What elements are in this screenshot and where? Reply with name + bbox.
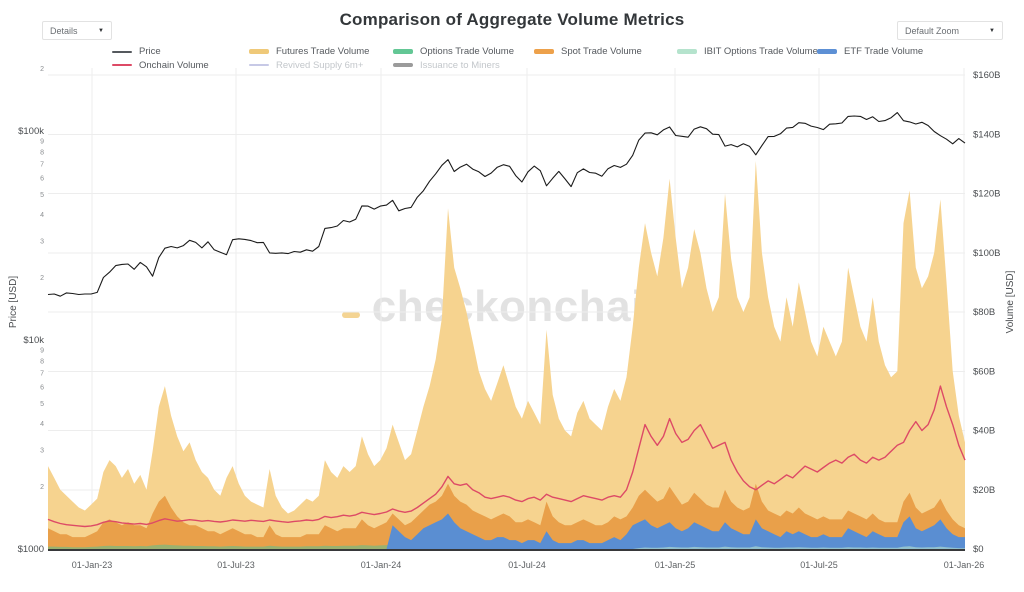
svg-text:6: 6 [40,175,44,182]
svg-text:8: 8 [40,358,44,365]
watermark: checkonchain [48,282,965,332]
svg-text:$160B: $160B [973,70,1000,81]
legend-swatch-icon [393,62,413,68]
svg-text:01-Jul-25: 01-Jul-25 [800,560,838,570]
svg-text:$10k: $10k [23,335,44,346]
chevron-down-icon: ▼ [989,27,995,34]
svg-text:$80B: $80B [973,307,995,318]
svg-text:4: 4 [40,421,44,428]
legend-item-onchain-volume[interactable]: Onchain Volume [112,59,209,72]
svg-text:7: 7 [40,161,44,168]
legend-item-options-trade-volume[interactable]: Options Trade Volume [393,45,514,58]
legend-swatch-icon [249,49,269,54]
svg-text:01-Jul-24: 01-Jul-24 [508,560,546,570]
legend-item-price[interactable]: Price [112,45,161,58]
legend-item-label: ETF Trade Volume [844,46,924,57]
price-axis-ticks: 2 $100k 9 8 7 6 5 4 3 2 $10k 9 8 7 6 5 4 3 2 $1000 [18,66,45,555]
price-axis-title: Price [USD] [8,275,19,329]
details-dropdown[interactable]: Details ▼ [42,21,112,40]
svg-text:01-Jan-24: 01-Jan-24 [361,560,402,570]
legend-item-label: Price [139,46,161,57]
legend-item-label: Futures Trade Volume [276,46,370,57]
legend-item-revived-supply-6m-[interactable]: Revived Supply 6m+ [249,59,363,72]
svg-text:$60B: $60B [973,366,995,377]
svg-text:9: 9 [40,139,44,146]
svg-text:$0: $0 [973,544,984,555]
svg-text:01-Jan-26: 01-Jan-26 [944,560,985,570]
watermark-text: checkonchain [371,282,672,331]
svg-text:5: 5 [40,401,44,408]
svg-text:$120B: $120B [973,189,1000,200]
volume-axis-title: Volume [USD] [1005,270,1016,334]
legend-swatch-icon [249,64,269,66]
details-dropdown-label: Details [50,25,78,36]
legend-swatch-icon [817,49,837,54]
legend-item-label: IBIT Options Trade Volume [704,46,818,57]
chevron-down-icon: ▼ [98,27,104,34]
legend-swatch-icon [534,49,554,54]
volume-axis-ticks: $0 $20B $40B $60B $80B $100B $120B $140B $160B [973,70,1000,555]
legend-item-label: Spot Trade Volume [561,46,642,57]
legend-item-label: Onchain Volume [139,59,209,71]
svg-text:2: 2 [40,275,44,282]
svg-text:7: 7 [40,370,44,377]
default-zoom-dropdown[interactable]: Default Zoom ▼ [897,21,1003,40]
svg-text:6: 6 [40,384,44,391]
ibit-options-trade-volume-area [48,546,965,549]
legend-item-futures-trade-volume[interactable]: Futures Trade Volume [249,45,369,58]
svg-text:$100B: $100B [973,248,1000,259]
default-zoom-dropdown-label: Default Zoom [905,25,960,36]
legend-item-spot-trade-volume[interactable]: Spot Trade Volume [534,45,642,58]
svg-text:4: 4 [40,212,44,219]
futures-trade-volume-area [48,160,965,549]
svg-text:01-Jan-25: 01-Jan-25 [655,560,696,570]
legend-swatch-icon [393,49,413,54]
svg-text:$140B: $140B [973,129,1000,140]
etf-trade-volume-area [48,513,965,549]
legend: Price Futures Trade Volume Options Trade V… [0,45,1024,73]
legend-item-label: Issuance to Miners [420,59,500,71]
chart-title: Comparison of Aggregate Volume Metrics [339,10,685,29]
svg-text:5: 5 [40,192,44,199]
svg-text:2: 2 [40,66,44,73]
svg-text:3: 3 [40,238,44,245]
svg-text:01-Jul-23: 01-Jul-23 [217,560,255,570]
svg-text:9: 9 [40,348,44,355]
legend-item-label: Options Trade Volume [420,46,514,57]
x-axis-ticks: 01-Jan-23 01-Jul-23 01-Jan-24 01-Jul-24 01-J… [72,560,985,570]
legend-item-issuance-to-miners[interactable]: Issuance to Miners [393,59,500,72]
legend-swatch-icon [112,64,132,66]
svg-text:$100k: $100k [18,126,44,137]
svg-text:8: 8 [40,149,44,156]
svg-text:$1000: $1000 [18,544,44,555]
svg-text:$40B: $40B [973,426,995,437]
svg-text:$20B: $20B [973,485,995,496]
price-line [47,112,966,297]
svg-text:2: 2 [40,484,44,491]
legend-item-ibit-options-trade-volume[interactable]: IBIT Options Trade Volume [677,45,818,58]
svg-text:3: 3 [40,447,44,454]
legend-item-label: Revived Supply 6m+ [276,59,364,71]
svg-text:01-Jan-23: 01-Jan-23 [72,560,113,570]
watermark-dash-icon [341,312,360,318]
legend-swatch-icon [677,49,697,54]
legend-item-etf-trade-volume[interactable]: ETF Trade Volume [817,45,923,58]
onchain-volume-line [47,385,966,528]
legend-swatch-icon [112,50,132,53]
